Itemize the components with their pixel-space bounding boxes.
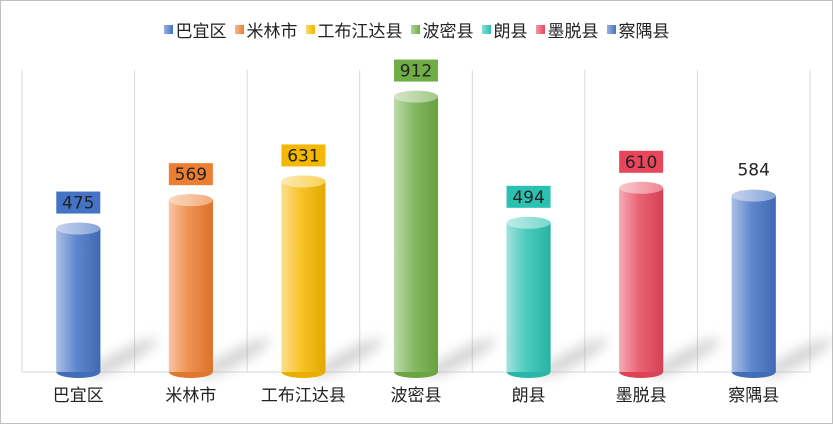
legend-swatch (305, 24, 315, 34)
bar-top (619, 181, 664, 194)
legend-item: 察隅县 (606, 17, 670, 42)
x-tick-label: 墨脱县 (616, 386, 667, 406)
legend-label: 察隅县 (618, 21, 670, 42)
legend-swatch (163, 24, 173, 34)
bar-body (506, 222, 551, 372)
bar-body (281, 181, 326, 372)
bar-top (506, 216, 551, 229)
x-tick-label: 波密县 (391, 386, 442, 406)
data-label: 912 (400, 62, 432, 82)
bar-shadow (312, 338, 383, 378)
legend-label: 米林市 (246, 21, 298, 42)
bar-shadow (424, 338, 496, 378)
data-label: 494 (512, 188, 544, 208)
bar-top (731, 189, 776, 202)
legend-item: 朗县 (481, 17, 528, 42)
legend-swatch (606, 24, 616, 34)
legend-label: 波密县 (422, 21, 474, 42)
bar-top (56, 222, 101, 235)
legend-swatch (535, 24, 545, 34)
bar-shadow (537, 338, 608, 378)
data-label: 631 (287, 146, 319, 166)
bar-body (168, 200, 213, 372)
bar-body (619, 187, 664, 372)
bar-top (281, 175, 326, 188)
data-label-box (168, 163, 213, 186)
bar-top (168, 194, 213, 207)
bar-shadow (650, 338, 721, 378)
data-label-box (281, 144, 326, 167)
data-label: 610 (625, 153, 657, 173)
legend-swatch (481, 24, 491, 34)
data-label-box (394, 59, 438, 82)
x-tick-label: 察隅县 (728, 386, 779, 406)
legend-item: 米林市 (234, 17, 298, 42)
bar-body (56, 228, 101, 372)
data-label-box (56, 191, 101, 214)
legend-label: 巴宜区 (175, 21, 227, 42)
bar-body (394, 96, 438, 373)
legend-item: 墨脱县 (535, 17, 599, 42)
x-tick-label: 米林市 (165, 386, 216, 406)
data-label-box (619, 150, 664, 173)
legend-swatch (234, 24, 244, 34)
legend-label: 朗县 (493, 21, 528, 42)
x-tick-label: 朗县 (512, 386, 546, 406)
bar-body (731, 195, 776, 372)
x-tick-label: 巴宜区 (53, 386, 104, 406)
x-tick-label: 工布江达县 (261, 386, 346, 406)
legend: 巴宜区 米林市 工布江达县 波密县 朗县 墨脱县 察隅县 (0, 16, 833, 42)
data-label: 584 (737, 161, 769, 181)
data-label-box (506, 185, 551, 208)
legend-swatch (410, 24, 420, 34)
bar-shadow (199, 338, 270, 378)
legend-label: 墨脱县 (547, 21, 599, 42)
data-label: 475 (62, 194, 94, 214)
data-label: 569 (175, 165, 207, 185)
legend-item: 波密县 (410, 17, 474, 42)
bar-top (394, 90, 438, 103)
bar-shadow (762, 338, 833, 378)
legend-item: 巴宜区 (163, 17, 227, 42)
bar-shadow (87, 338, 158, 378)
legend-label: 工布江达县 (317, 21, 403, 42)
legend-item: 工布江达县 (305, 17, 403, 42)
